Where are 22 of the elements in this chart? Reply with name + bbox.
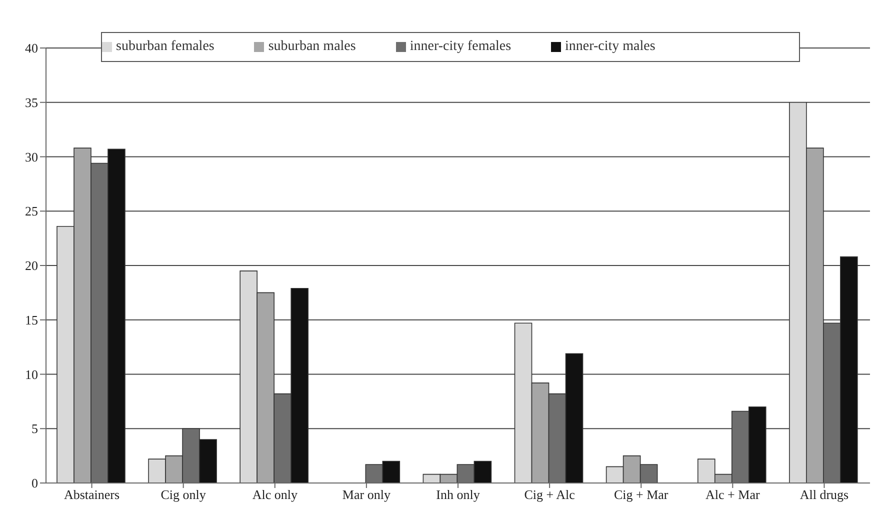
y-tick-label: 10 [25,366,38,382]
y-tick-label: 25 [25,204,38,219]
x-tick-label: Abstainers [64,487,120,502]
x-tick-label: Cig only [160,487,206,502]
x-tick-label: Inh only [436,487,480,502]
legend-label: inner-city males [565,39,656,54]
y-tick-label: 40 [25,40,38,56]
x-tick-label: Alc + Mar [706,487,760,502]
y-tick-label: 0 [32,476,38,491]
legend-label: suburban females [116,39,214,54]
x-tick-label: Cig + Alc [524,487,576,502]
legend-label: inner-city females [410,39,512,54]
y-tick-label: 15 [25,312,38,328]
y-tick-label: 20 [25,258,38,274]
x-tick-label: Alc only [252,487,298,502]
legend-label: suburban males [268,39,356,54]
y-tick-label: 5 [32,421,38,436]
x-tick-label: Mar only [342,487,391,502]
y-tick-label: 35 [25,94,38,110]
x-tick-label: Cig + Mar [614,487,669,502]
y-tick-label: 30 [25,149,38,164]
x-tick-label: All drugs [800,487,849,502]
